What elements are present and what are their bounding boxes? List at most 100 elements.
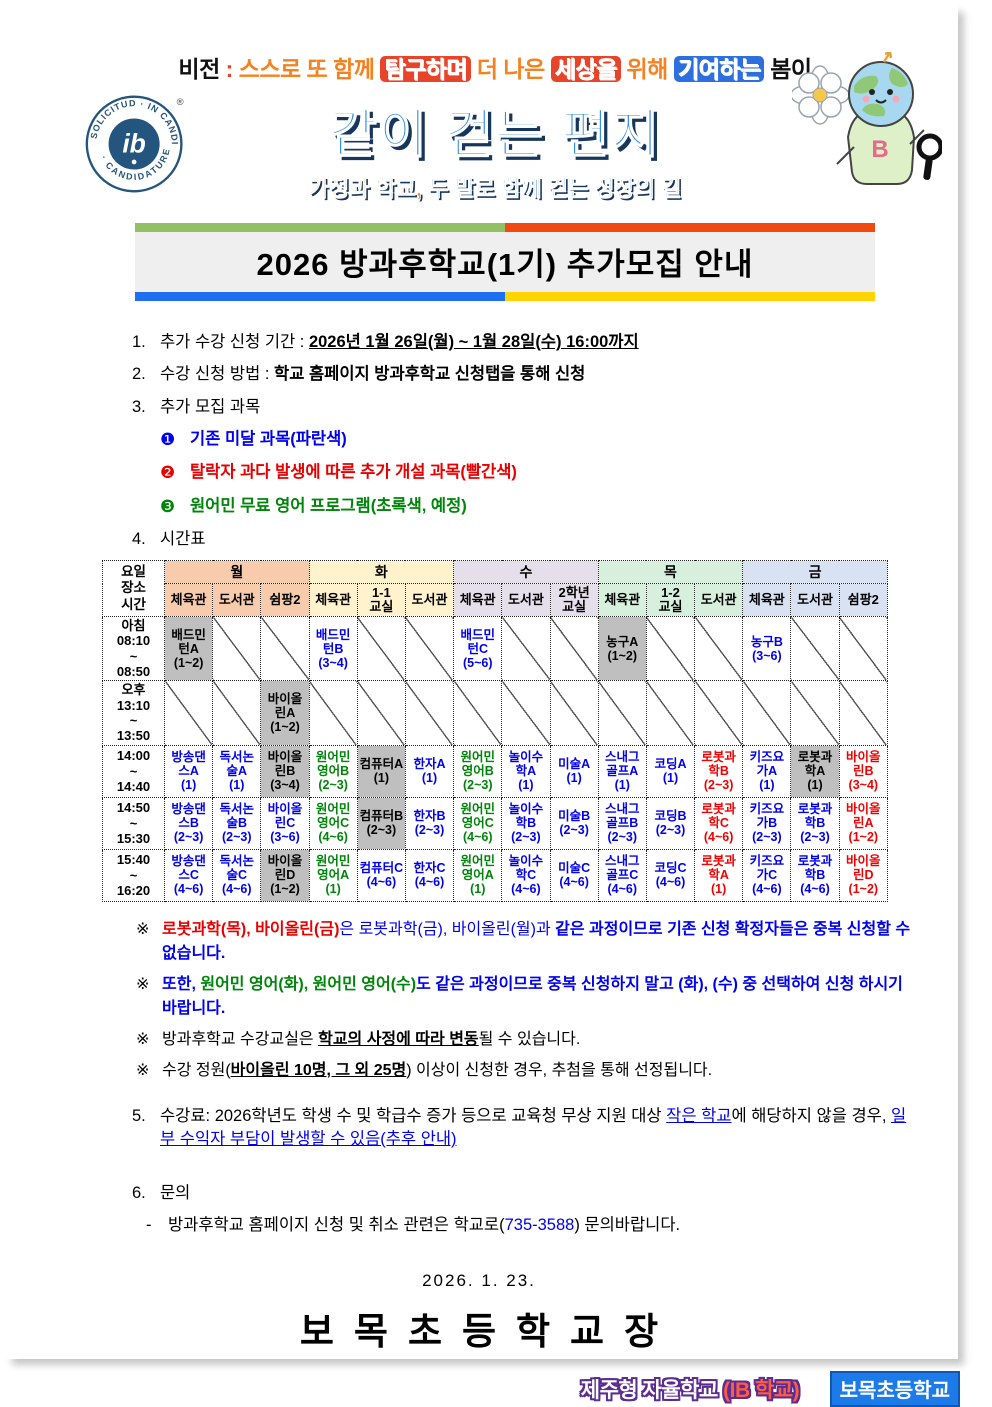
text-segment: ) 이상이 신청한 경우, 추첨을 통해 선정됩니다. — [406, 1061, 713, 1079]
text-segment: 같은 과정이므로 기존 신청 확정자들은 중복 신청할 수 없습니다. — [162, 920, 911, 962]
principal-signature: 보목초등학교장 — [299, 1311, 679, 1353]
timetable-cell: 한자A (1) — [404, 744, 455, 798]
timetable-cell: 바이올린D (1~2) — [838, 848, 889, 902]
timetable-cell: 키즈요가C (4~6) — [742, 848, 792, 902]
day-header: 금 — [742, 560, 888, 585]
text-segment: 2026년 1월 26일(월) ~ 1월 28일(수) 16:00까지 — [308, 333, 639, 351]
issue-date: 2026. 1. 23. — [422, 1271, 536, 1291]
timetable-cell — [549, 616, 599, 682]
item-4: 4. 시간표 — [132, 529, 206, 548]
timetable-cell: 바이올린A (1~2) — [838, 796, 889, 850]
ib-candidate-logo: SOLICITUD · IN CANDIDACY · CANDIDATURE ·… — [84, 92, 184, 193]
text-segment: 학교의 사정에 따라 변동 — [318, 1030, 479, 1048]
text-segment: 세상을 — [550, 56, 621, 82]
timetable-cell: 한자C (4~6) — [404, 848, 455, 902]
text-segment: 시간표 — [160, 529, 206, 548]
timetable-cell: 스내그골프A (1) — [597, 744, 647, 798]
room-header: 1-1 교실 — [356, 583, 406, 618]
text-segment: 가정과 학교, — [308, 176, 423, 202]
timetable-cell — [694, 680, 744, 746]
room-header: 도서관 — [790, 583, 840, 618]
timetable-cell: 놀이수학B (2~3) — [501, 796, 551, 850]
text-segment: 더 나은 — [470, 56, 551, 82]
jeju-autonomous-school-badge: 제주형 자율학교 (IB 학교) — [580, 1379, 800, 1403]
timetable-cell: 바이올린B (3~4) — [838, 744, 889, 798]
logo-monogram: ib — [122, 129, 146, 159]
timetable-wrap: 요일 장소 시간 월 화 수 목 금 체육관 도서관 쉼팡2 체육관 1-1 교실 도서관 체육관 도서관… — [102, 560, 958, 902]
timetable-cell: 스내그골프B (2~3) — [597, 796, 647, 850]
timetable-cell — [790, 680, 840, 746]
mascot-body — [846, 111, 916, 185]
timetable-cell: 한자B (2~3) — [404, 796, 455, 850]
text-segment: 비전 — [178, 56, 220, 82]
text-segment: 원어민 무료 영어 프로그램(초록색, 예정) — [190, 496, 467, 515]
item-2: 2. 수강 신청 방법 : 학교 홈페이지 방과후학교 신청탭을 통해 신청 — [132, 365, 586, 384]
timetable-cell — [694, 616, 744, 682]
item-5: 5. 수강료: 2026학년도 학생 수 및 학급수 증가 등으로 교육청 무상… — [132, 1106, 907, 1149]
notice-title: 2026 방과후학교(1기) 추가모집 안내 — [135, 232, 875, 292]
timetable-cell — [356, 616, 406, 682]
room-header: 체육관 — [308, 583, 358, 618]
text-segment: 도 같은 과정이므로 중복 신청하지 말고 (화), (수) 중 선택하여 신청… — [162, 975, 903, 1017]
ib-school-label: (IB 학교) — [723, 1379, 800, 1403]
mascot-earth-head — [848, 61, 914, 127]
timetable-cell: 코딩C (4~6) — [645, 848, 696, 902]
timetable-cell: 미술A (1) — [549, 744, 599, 798]
timetable-cell: 컴퓨터C (4~6) — [356, 848, 406, 902]
item-6: 6. 문의 — [132, 1183, 191, 1202]
timetable-cell: 바이올린C (3~6) — [260, 796, 310, 850]
registered-mark: ® — [177, 97, 184, 108]
timetable-cell: 로봇과학A (1) — [694, 848, 744, 902]
room-header: 도서관 — [404, 583, 455, 618]
timetable-cell — [163, 680, 214, 746]
room-header: 도서관 — [694, 583, 744, 618]
item-6-sub: - 방과후학교 홈페이지 신청 및 취소 관련은 학교로(735-3588) 문… — [146, 1215, 681, 1234]
notes-list: ※ 로봇과학(목), 바이올린(금)은 로봇과학(금), 바이올린(월)과 같은… — [136, 918, 911, 1083]
timetable-cell — [838, 616, 889, 682]
timetable-cell: 컴퓨터B (2~3) — [356, 796, 406, 850]
timetable-cell — [453, 680, 503, 746]
text-segment: 일부 수익자 부담이 발생할 수 있음(추후 안내) — [160, 1106, 907, 1149]
timetable-cell: 독서논술B (2~3) — [212, 796, 262, 850]
timetable-cell: 로봇과학B (2~3) — [790, 796, 840, 850]
room-header: 쉼팡2 — [260, 583, 310, 618]
item-3-sub-1: ❶ 기존 미달 과목(파란색) — [132, 428, 910, 452]
timetable-corner-header: 요일 장소 시간 — [102, 560, 165, 618]
room-header: 1-2 교실 — [645, 583, 696, 618]
day-header: 수 — [453, 560, 599, 585]
text-segment: 또한, — [162, 975, 201, 993]
timetable-cell — [597, 680, 647, 746]
text-segment: 추가 모집 과목 — [160, 397, 261, 416]
text-segment: 방과후학교 홈페이지 신청 및 취소 관련은 학교로( — [168, 1215, 505, 1234]
timetable-cell: 배드민턴C (5~6) — [453, 616, 503, 682]
text-segment: 기여하는 — [673, 56, 765, 82]
time-header: 오후 13:10 ~ 13:50 — [102, 680, 165, 746]
text-segment: 수강 신청 방법 : — [160, 365, 275, 384]
item-3: 3. 추가 모집 과목 — [132, 397, 261, 416]
text-segment: 작은 학교 — [666, 1106, 732, 1125]
timetable-cell: 키즈요가B (2~3) — [742, 796, 792, 850]
banner-bottom-bar — [135, 292, 875, 301]
timetable-cell: 배드민턴B (3~4) — [308, 616, 358, 682]
timetable-cell — [356, 680, 406, 746]
timetable-cell: 로봇과학B (2~3) — [694, 744, 744, 798]
timetable-cell — [742, 680, 792, 746]
timetable-cell: 배드민턴A (1~2) — [163, 616, 214, 682]
timetable-cell: 미술C (4~6) — [549, 848, 599, 902]
note-4: ※ 수강 정원(바이올린 10명, 그 외 25명) 이상이 신청한 경우, 추… — [136, 1061, 713, 1079]
timetable-cell: 방송댄스B (2~3) — [163, 796, 214, 850]
timetable-cell: 농구B (3~6) — [742, 616, 792, 682]
timetable-cell: 방송댄스C (4~6) — [163, 848, 214, 902]
timetable-cell: 놀이수학C (4~6) — [501, 848, 551, 902]
body-list-bottom: 5. 수강료: 2026학년도 학생 수 및 학급수 증가 등으로 교육청 무상… — [132, 1105, 910, 1238]
white-flower-icon — [792, 65, 850, 125]
timetable-cell — [212, 680, 262, 746]
timetable-cell — [645, 616, 696, 682]
timetable-cell — [404, 680, 455, 746]
masthead: SOLICITUD · IN CANDIDACY · CANDIDATURE ·… — [0, 0, 958, 205]
text-segment: 기존 미달 과목(파란색) — [190, 430, 347, 449]
room-header: 쉼팡2 — [838, 583, 889, 618]
timetable-cell: 키즈요가A (1) — [742, 744, 792, 798]
timetable-cell: 원어민영어A (1) — [453, 848, 503, 902]
timetable-cell — [404, 616, 455, 682]
